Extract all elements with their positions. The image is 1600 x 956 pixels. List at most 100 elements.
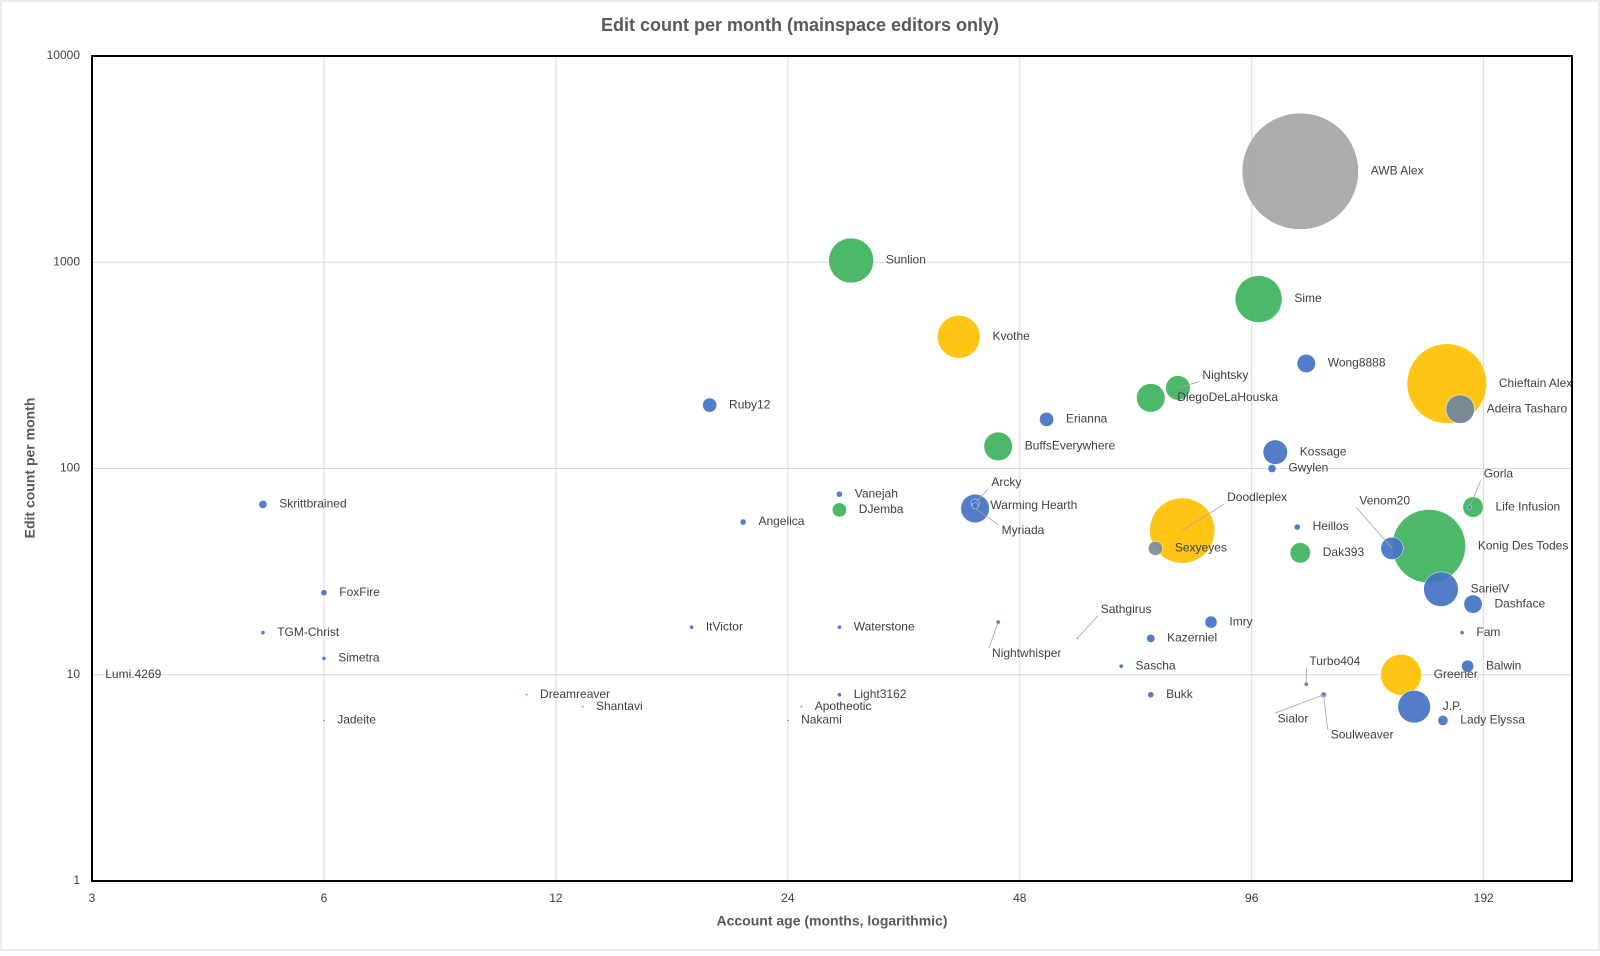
bubble — [996, 620, 1000, 624]
data-label: DJemba — [859, 502, 904, 516]
bubble — [1464, 595, 1482, 613]
bubble — [259, 500, 267, 508]
chart-title: Edit count per month (mainspace editors … — [601, 15, 999, 35]
data-label: Life Infusion — [1495, 499, 1560, 513]
bubble — [1446, 395, 1475, 424]
bubble — [261, 631, 265, 635]
y-tick-label: 1000 — [53, 254, 80, 268]
data-label: Wong8888 — [1328, 356, 1386, 370]
bubble — [1205, 616, 1217, 628]
data-label: Skrittbrained — [279, 497, 346, 511]
bubble — [322, 656, 326, 660]
bubble — [1398, 690, 1431, 723]
data-label: Heillos — [1313, 519, 1349, 533]
bubble — [1381, 654, 1422, 695]
x-tick-label: 6 — [321, 891, 328, 905]
bubble — [837, 625, 841, 629]
data-label: Kazerniel — [1167, 631, 1217, 645]
bubble — [829, 238, 874, 283]
bubble — [1438, 715, 1448, 725]
bubble — [1039, 412, 1053, 426]
data-label: SarielV — [1471, 581, 1510, 595]
data-label: Jadeite — [337, 713, 376, 727]
x-tick-label: 12 — [549, 891, 563, 905]
data-label: Dashface — [1494, 596, 1545, 610]
data-label: Shantavi — [596, 699, 643, 713]
bubble — [323, 719, 325, 721]
data-label: Apotheotic — [815, 699, 872, 713]
x-tick-label: 96 — [1245, 891, 1259, 905]
data-label: Dak393 — [1323, 545, 1365, 559]
data-label: Sathgirus — [1101, 602, 1152, 616]
data-label: Kvothe — [992, 329, 1030, 343]
x-tick-label: 24 — [781, 891, 795, 905]
data-label: Angelica — [758, 514, 804, 528]
y-tick-label: 10 — [67, 667, 81, 681]
y-tick-label: 100 — [60, 461, 80, 475]
data-label: Turbo404 — [1309, 654, 1360, 668]
bubble — [1424, 572, 1459, 607]
data-label: Balwin — [1486, 658, 1521, 672]
bubble — [984, 432, 1013, 461]
data-label: Vanejah — [855, 486, 898, 500]
x-tick-label: 48 — [1013, 891, 1027, 905]
data-label: J.P. — [1443, 699, 1462, 713]
bubble — [1268, 464, 1276, 472]
bubble — [1294, 524, 1300, 530]
data-label: Fam — [1476, 625, 1500, 639]
bubble — [1463, 497, 1483, 517]
data-label: FoxFire — [339, 585, 380, 599]
y-tick-label: 10000 — [47, 48, 81, 62]
bubble — [800, 706, 802, 708]
data-label: Imry — [1229, 614, 1252, 628]
data-label: BuffsEverywhere — [1025, 439, 1116, 453]
bubble — [582, 706, 584, 708]
bubble — [1242, 113, 1358, 229]
bubble — [1460, 631, 1464, 635]
data-label: Erianna — [1066, 412, 1108, 426]
x-tick-label: 3 — [89, 891, 96, 905]
y-axis-title: Edit count per month — [22, 398, 38, 539]
bubble — [1119, 664, 1123, 668]
bubble — [321, 590, 327, 596]
bubble — [1148, 541, 1162, 555]
data-label: DiegoDeLaHouska — [1177, 390, 1278, 404]
data-label: Ruby12 — [729, 397, 771, 411]
bubble — [1297, 354, 1315, 372]
data-label: Sime — [1294, 291, 1322, 305]
bubble — [1235, 276, 1282, 323]
x-tick-label: 192 — [1474, 891, 1494, 905]
bubble — [832, 503, 846, 517]
data-label: AWB Alex — [1371, 163, 1424, 177]
bubble — [526, 694, 528, 696]
data-label: ItVictor — [706, 619, 743, 633]
data-label: Light3162 — [854, 687, 907, 701]
data-label: Arcky — [991, 475, 1021, 489]
data-label: Gwylen — [1288, 461, 1328, 475]
data-label: Greener — [1434, 667, 1478, 681]
data-label: Soulweaver — [1331, 728, 1394, 742]
data-label: TGM-Christ — [277, 625, 340, 639]
bubble — [837, 693, 841, 697]
data-label: Sexyeyes — [1175, 541, 1227, 555]
data-label: Sascha — [1136, 658, 1176, 672]
data-label: Venom20 — [1359, 494, 1410, 508]
bubble — [836, 491, 842, 497]
bubble — [703, 398, 717, 412]
data-label: Gorla — [1484, 467, 1514, 481]
bubble — [972, 503, 978, 509]
data-label: Nightsky — [1202, 368, 1248, 382]
bubble — [1136, 384, 1165, 413]
bubble — [740, 519, 746, 525]
data-label: Warming Hearth — [990, 498, 1077, 512]
data-label: Kossage — [1300, 444, 1347, 458]
data-label: Lumi.4269 — [105, 667, 161, 681]
data-label: Nightwhisper — [992, 646, 1061, 660]
data-label: Simetra — [338, 651, 380, 665]
data-label: Adeira Tasharo — [1487, 401, 1568, 415]
x-axis-title: Account age (months, logarithmic) — [716, 913, 947, 929]
bubble — [1290, 543, 1310, 563]
data-label: Waterstone — [854, 619, 915, 633]
